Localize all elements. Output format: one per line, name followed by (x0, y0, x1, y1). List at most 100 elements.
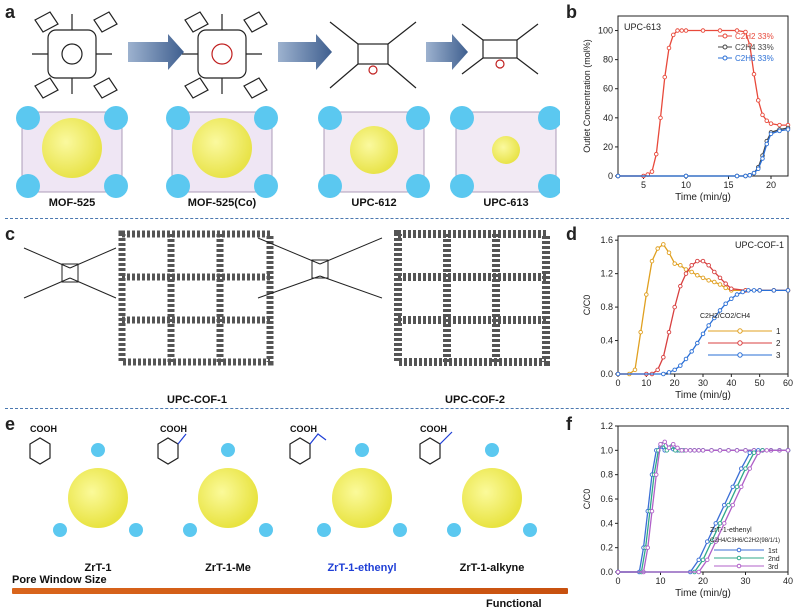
benzene-linkers (29, 431, 453, 465)
data-point (734, 448, 740, 453)
label-zrt1: ZrT-1 (84, 562, 112, 574)
data-point (632, 367, 638, 373)
y-tick-label: 40 (603, 113, 613, 123)
data-point (666, 45, 672, 51)
data-point (713, 539, 718, 544)
x-tick-label: 0 (615, 378, 620, 388)
arrow-icon (426, 34, 468, 70)
data-point (760, 156, 765, 161)
arrow-icon (128, 34, 184, 70)
legend-label: 2 (776, 339, 781, 348)
data-point (672, 304, 677, 310)
x-tick-label: 10 (641, 378, 651, 388)
panel-a-illustration (16, 11, 560, 198)
data-point (700, 448, 706, 453)
data-point (743, 173, 748, 179)
data-point (730, 502, 735, 508)
data-point (662, 439, 667, 445)
panel-letter-b: b (566, 2, 577, 22)
label-mof525: MOF-525 (48, 197, 96, 209)
data-point (615, 371, 621, 377)
data-point (695, 273, 700, 278)
data-point (729, 286, 734, 291)
x-tick-label: 40 (726, 378, 736, 388)
x-tick-label: 40 (783, 576, 793, 586)
data-point (649, 258, 655, 264)
x-tick-label: 20 (766, 180, 776, 190)
data-point (764, 141, 769, 147)
separator-bottom (5, 408, 789, 409)
label-cooh-1: COOH (30, 424, 57, 434)
data-point (666, 370, 672, 375)
cof1-linker (23, 247, 117, 299)
data-point (723, 281, 728, 286)
label-zrt1-ethenyl: ZrT-1-ethenyl (327, 562, 397, 574)
data-point (675, 28, 680, 33)
legend-marker (737, 340, 743, 346)
panel-e-illustration (29, 431, 537, 537)
legend-subtitle: C2H4/C3H6/C2H2(98/1/1) (710, 538, 780, 544)
label-mof525co: MOF-525(Co) (187, 197, 257, 209)
x-tick-label: 5 (641, 180, 646, 190)
data-point (717, 275, 723, 281)
y-tick-label: 0.0 (600, 567, 613, 577)
chart-f: 0 10 20 30 40 0.0 0.2 0.4 0.6 0.8 1.0 1.2 Time (min/… (582, 421, 793, 599)
data-point (709, 539, 714, 544)
inset-label: UPC-COF-1 (735, 240, 784, 250)
data-point (723, 301, 728, 306)
data-point (721, 521, 727, 526)
x-tick-label: 10 (655, 576, 665, 586)
data-point (683, 267, 689, 272)
legend-label: C2H4 33% (735, 43, 774, 52)
data-point (683, 173, 689, 179)
legend-marker (737, 328, 743, 334)
label-upc-cof-1: UPC-COF-1 (167, 394, 227, 406)
arrow-icon (278, 34, 332, 70)
x-axis-label: Time (min/g) (675, 588, 731, 599)
series-line (618, 449, 788, 573)
y-tick-label: 1.2 (600, 269, 613, 279)
data-point (696, 569, 701, 575)
data-point (712, 279, 717, 285)
data-point (747, 466, 752, 471)
separator-top (5, 218, 789, 219)
label-cooh-4: COOH (420, 424, 447, 434)
label-cooh-3: COOH (290, 424, 317, 434)
cof2-linker (257, 237, 383, 299)
molecule-porphyrin-co (182, 11, 268, 99)
data-point (738, 484, 744, 490)
data-point (672, 261, 677, 266)
data-point (717, 308, 723, 313)
label-upc612: UPC-612 (351, 197, 397, 209)
data-point (678, 283, 683, 289)
data-point (615, 569, 621, 575)
data-point (743, 448, 748, 453)
legend-title: C2H2/CO2/CH4 (700, 313, 750, 320)
data-point (615, 173, 621, 179)
data-point (713, 521, 718, 526)
data-point (678, 263, 683, 268)
data-point (649, 508, 655, 514)
series-line (618, 440, 788, 573)
data-point (734, 28, 740, 33)
y-tick-label: 0.4 (600, 518, 613, 528)
legend-marker (736, 547, 742, 553)
data-point (755, 98, 761, 103)
zrt-cages (53, 443, 537, 537)
series-line (618, 127, 789, 177)
data-point (695, 258, 700, 264)
data-point (751, 170, 757, 176)
y-tick-label: 0.6 (600, 494, 613, 504)
data-point (734, 292, 740, 297)
x-tick-label: 10 (681, 180, 691, 190)
data-point (692, 448, 697, 453)
y-tick-label: 1.0 (600, 445, 613, 455)
x-tick-label: 30 (698, 378, 708, 388)
data-point (696, 448, 701, 453)
y-tick-label: 0 (608, 171, 613, 181)
series-line (618, 443, 788, 573)
data-point (747, 173, 752, 178)
chart-b: 5 10 15 20 0 20 40 60 80 100 Time (min/g) Outlet Co… (582, 15, 791, 203)
panel-letter-d: d (566, 224, 577, 244)
mof-cage-525-co (166, 106, 278, 198)
